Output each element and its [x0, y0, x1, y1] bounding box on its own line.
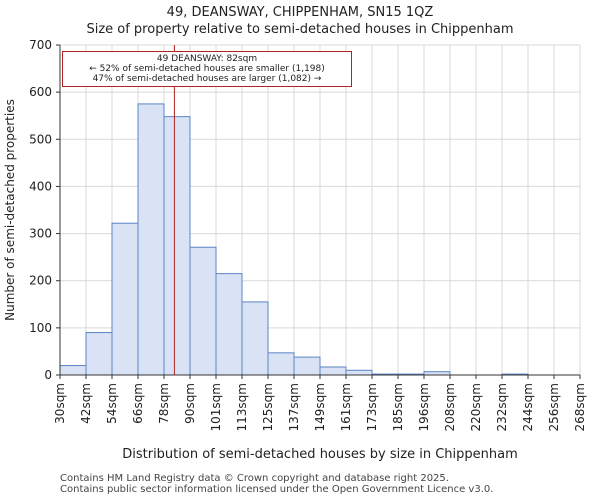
y-axis-label: Number of semi-detached properties [3, 99, 17, 321]
annotation-line-1: 49 DEANSWAY: 82sqm [156, 54, 258, 64]
histogram-bar [267, 352, 295, 376]
x-tick-label: 30sqm [53, 383, 67, 424]
y-tick-label: 500 [29, 132, 52, 146]
histogram-bar [319, 366, 347, 376]
x-tick-label: 101sqm [209, 383, 223, 431]
annotation-line-3: 47% of semi-detached houses are larger (… [92, 74, 322, 84]
y-tick-label: 100 [29, 321, 52, 335]
x-tick-label: 173sqm [365, 383, 379, 431]
chart-title: 49, DEANSWAY, CHIPPENHAM, SN15 1QZ [166, 5, 434, 20]
x-tick-label: 78sqm [157, 383, 171, 424]
histogram-bar [111, 222, 139, 376]
y-tick-label: 0 [44, 368, 52, 382]
x-tick-label: 137sqm [287, 383, 301, 431]
x-tick-label: 208sqm [443, 383, 457, 431]
x-tick-label: 149sqm [313, 383, 327, 431]
histogram-bar [241, 301, 269, 376]
x-tick-label: 244sqm [521, 383, 535, 431]
histogram-bar [293, 356, 321, 376]
x-tick-label: 66sqm [131, 383, 145, 424]
x-tick-label: 268sqm [573, 383, 587, 431]
x-tick-label: 42sqm [79, 383, 93, 424]
footer-line-1: Contains HM Land Registry data © Crown c… [60, 473, 449, 484]
x-tick-label: 220sqm [469, 383, 483, 431]
y-tick-label: 300 [29, 227, 52, 241]
x-tick-label: 185sqm [391, 383, 405, 431]
y-tick-label: 400 [29, 179, 52, 193]
histogram-bar [59, 365, 87, 376]
histogram-bar [215, 273, 243, 376]
histogram-bar [85, 332, 113, 376]
x-tick-label: 196sqm [417, 383, 431, 431]
x-tick-label: 161sqm [339, 383, 353, 431]
x-tick-label: 90sqm [183, 383, 197, 424]
histogram-bar [163, 116, 191, 376]
x-tick-label: 256sqm [547, 383, 561, 431]
annotation-box: 49 DEANSWAY: 82sqm ← 52% of semi-detache… [62, 51, 352, 87]
x-tick-label: 232sqm [495, 383, 509, 431]
chart-subtitle: Size of property relative to semi-detach… [86, 22, 514, 37]
histogram-bar [137, 103, 165, 376]
annotation-line-2: ← 52% of semi-detached houses are smalle… [89, 64, 325, 74]
y-tick-label: 700 [29, 38, 52, 52]
y-tick-label: 600 [29, 85, 52, 99]
footer-line-2: Contains public sector information licen… [60, 484, 494, 495]
x-tick-label: 113sqm [235, 383, 249, 431]
x-tick-label: 125sqm [261, 383, 275, 431]
x-axis-label: Distribution of semi-detached houses by … [122, 447, 518, 462]
x-tick-label: 54sqm [105, 383, 119, 424]
histogram-bar [345, 369, 373, 376]
histogram-bar [189, 246, 217, 376]
y-tick-label: 200 [29, 274, 52, 288]
